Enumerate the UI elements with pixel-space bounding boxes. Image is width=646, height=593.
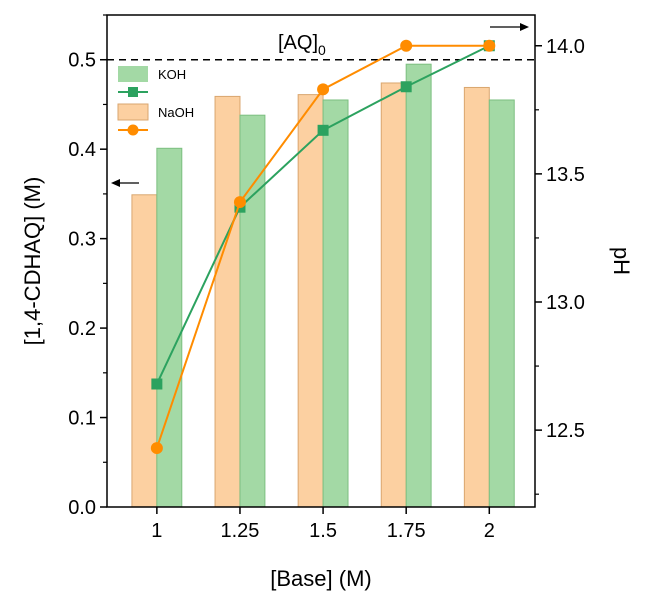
reference-line-label: [AQ]0 <box>278 32 326 58</box>
right-axis-arrowhead <box>520 23 529 31</box>
y-left-tick-label-3: 0.3 <box>68 229 96 251</box>
bar-koh-3 <box>405 63 432 508</box>
bar-layer <box>131 63 515 508</box>
legend-label-naoh: NaOH <box>158 105 194 120</box>
marker-ph-koh-0 <box>151 378 163 390</box>
y-left-tick-label-2: 0.2 <box>68 318 96 340</box>
legend-swatch-naoh-bar <box>117 103 149 121</box>
axis-arrow-layer <box>111 23 529 187</box>
y-left-tick-label-0: 0.0 <box>68 497 96 519</box>
y-left-tick-label-4: 0.4 <box>68 139 96 161</box>
marker-ph-naoh-1 <box>233 196 246 209</box>
x-axis-title: [Base] (M) <box>270 566 371 591</box>
bar-koh-2 <box>322 99 349 508</box>
reference-line-layer: [AQ]0 <box>107 32 535 61</box>
marker-ph-koh-3 <box>400 81 412 93</box>
line-layer <box>150 39 496 455</box>
marker-ph-naoh-2 <box>317 83 330 96</box>
marker-ph-naoh-4 <box>483 39 496 52</box>
x-tick-label-4: 2 <box>484 520 495 542</box>
legend: KOH NaOH <box>117 66 194 136</box>
bar-koh-4 <box>488 99 515 508</box>
left-axis-arrowhead <box>111 179 120 187</box>
y-left-tick-label-1: 0.1 <box>68 408 96 430</box>
legend-swatch-koh-bar <box>118 66 148 82</box>
bar-naoh-4 <box>463 86 490 508</box>
bar-naoh-0 <box>131 194 158 508</box>
bar-naoh-1 <box>214 95 241 508</box>
y-right-tick-label-1: 13.0 <box>546 292 585 314</box>
y-right-tick-label-2: 13.5 <box>546 164 585 186</box>
legend-swatch-koh-marker <box>128 87 138 97</box>
reference-label-sub: 0 <box>318 42 326 58</box>
marker-ph-koh-2 <box>317 124 329 136</box>
bar-koh-0 <box>156 147 183 508</box>
y-axis-title-right: pH <box>609 247 634 275</box>
y-right-tick-label-3: 14.0 <box>546 36 585 58</box>
y-axis-title-left: [1,4-CDHAQ] (M) <box>20 177 45 346</box>
bar-naoh-3 <box>380 82 407 508</box>
axes-layer <box>106 14 536 508</box>
tick-layer: 0.0 0.1 0.2 0.3 0.4 0.5 12.5 13.0 13.5 14.0 1 1.25 1… <box>68 14 585 542</box>
plot-frame <box>106 14 536 508</box>
x-tick-label-3: 1.75 <box>387 520 426 542</box>
marker-ph-naoh-3 <box>400 39 413 52</box>
legend-label-koh: KOH <box>158 67 186 82</box>
bar-naoh-2 <box>297 94 324 508</box>
x-tick-label-1: 1.25 <box>221 520 260 542</box>
x-tick-label-2: 1.5 <box>309 520 337 542</box>
x-tick-label-0: 1 <box>151 520 162 542</box>
y-right-tick-label-0: 12.5 <box>546 420 585 442</box>
legend-swatch-naoh-marker <box>127 124 139 136</box>
y-left-tick-label-5: 0.5 <box>68 50 96 72</box>
marker-ph-naoh-0 <box>150 442 163 455</box>
reference-label-main: [AQ] <box>278 32 318 54</box>
